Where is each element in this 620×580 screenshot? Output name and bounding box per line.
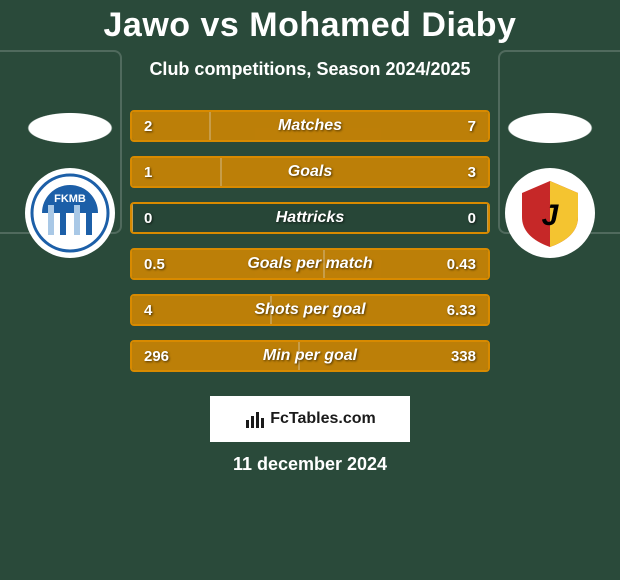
left-club-badge: FKMB [25,168,115,258]
stat-right-value: 7 [428,118,488,135]
brand-text: FcTables.com [270,410,376,428]
right-club-badge: J [505,168,595,258]
page-subtitle: Club competitions, Season 2024/2025 [0,59,620,80]
stat-row: 1Goals3 [130,156,490,188]
stat-right-value: 338 [428,348,488,365]
stats-column: 2Matches7 1Goals3 0Hattricks0 0.5Goals per … [130,110,490,372]
right-name-plate [500,110,600,146]
brand-footer: FcTables.com [210,396,410,442]
stat-label: Goals per match [192,255,428,273]
content-row: FKMB 2Matches71Goals30Hattricks00.5Goals… [0,110,620,372]
chart-icon [244,408,266,430]
svg-text:J: J [542,199,560,232]
stat-left-value: 0.5 [132,256,192,273]
left-player-column: FKMB [20,110,120,258]
stat-left-value: 2 [132,118,192,135]
stat-label: Hattricks [192,209,428,227]
right-player-column: J [500,110,600,258]
stat-left-value: 0 [132,210,192,227]
jagiellonia-badge-icon: J [510,173,590,253]
svg-text:FKMB: FKMB [54,193,86,205]
stat-label: Shots per goal [192,301,428,319]
fkmb-badge-icon: FKMB [30,173,110,253]
stat-label: Matches [192,117,428,135]
stat-left-value: 1 [132,164,192,181]
stat-left-value: 4 [132,302,192,319]
stat-row: 2Matches7 [130,110,490,142]
stat-row: 4Shots per goal6.33 [130,294,490,326]
stat-row: 0Hattricks0 [130,202,490,234]
stat-right-value: 3 [428,164,488,181]
stat-label: Min per goal [192,347,428,365]
stat-right-value: 0 [428,210,488,227]
stat-label: Goals [192,163,428,181]
comparison-card: Jawo vs Mohamed Diaby Club competitions,… [0,0,620,580]
stat-right-value: 6.33 [428,302,488,319]
stat-row: 0.5Goals per match0.43 [130,248,490,280]
page-title: Jawo vs Mohamed Diaby [0,0,620,45]
stat-left-value: 296 [132,348,192,365]
footer-date: 11 december 2024 [0,454,620,475]
left-name-plate [20,110,120,146]
stat-right-value: 0.43 [428,256,488,273]
stat-row: 296Min per goal338 [130,340,490,372]
